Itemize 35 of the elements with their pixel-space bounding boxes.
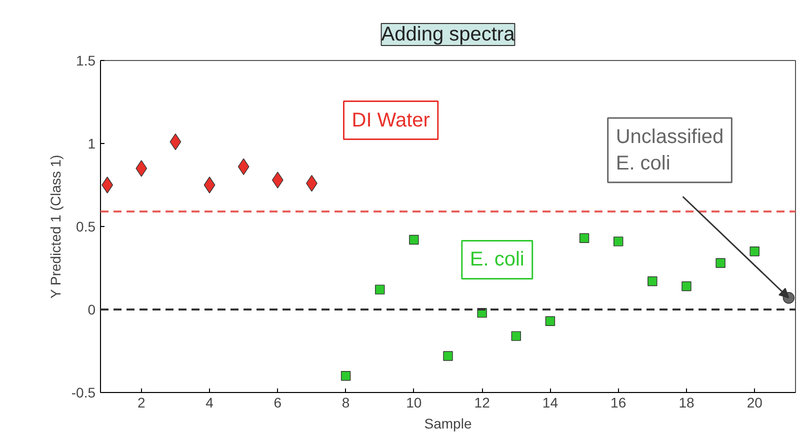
y-tick-label: 0.5 [76,218,96,234]
text: DI Water [352,109,430,132]
point [613,236,624,246]
x-tick-label: 10 [406,394,422,410]
y-axis-title: Y Predicted 1 (Class 1) [47,154,64,298]
point [375,284,385,294]
x-tick-label: 4 [206,394,214,410]
y-tick-label: 1.5 [76,52,96,68]
x-tick-label: 2 [137,394,146,410]
x-tick-label: 16 [610,394,626,410]
x-axis-title: Sample [424,416,472,432]
point [545,316,556,326]
point [682,281,692,292]
point [511,331,521,341]
point [443,351,453,361]
x-tick-label: 18 [678,394,694,410]
x-tick-label: 20 [746,394,763,410]
point [648,276,658,286]
point [136,160,148,177]
y-tick-label: -0.5 [71,384,96,400]
point [750,246,760,256]
y-tick-label: 0 [88,302,96,318]
point [409,234,419,245]
x-tick-label: 14 [542,394,558,410]
point [340,371,351,381]
point [579,233,590,243]
point [716,258,726,268]
text: Unclassified E. coli [616,126,724,174]
point [272,172,284,188]
x-tick-label: 6 [274,394,282,410]
x-tick-label: 8 [342,394,350,410]
y-tick-label: 1 [88,136,96,152]
series-label: E. coli [470,248,524,271]
point [204,176,216,194]
x-tick-label: 12 [474,394,490,410]
